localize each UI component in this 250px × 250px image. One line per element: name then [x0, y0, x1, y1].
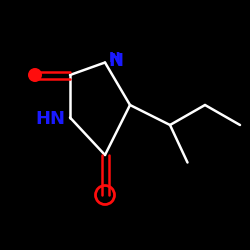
Circle shape [28, 68, 42, 82]
Text: HN: HN [35, 110, 65, 128]
Text: H: H [109, 51, 120, 65]
Text: N: N [109, 52, 124, 70]
